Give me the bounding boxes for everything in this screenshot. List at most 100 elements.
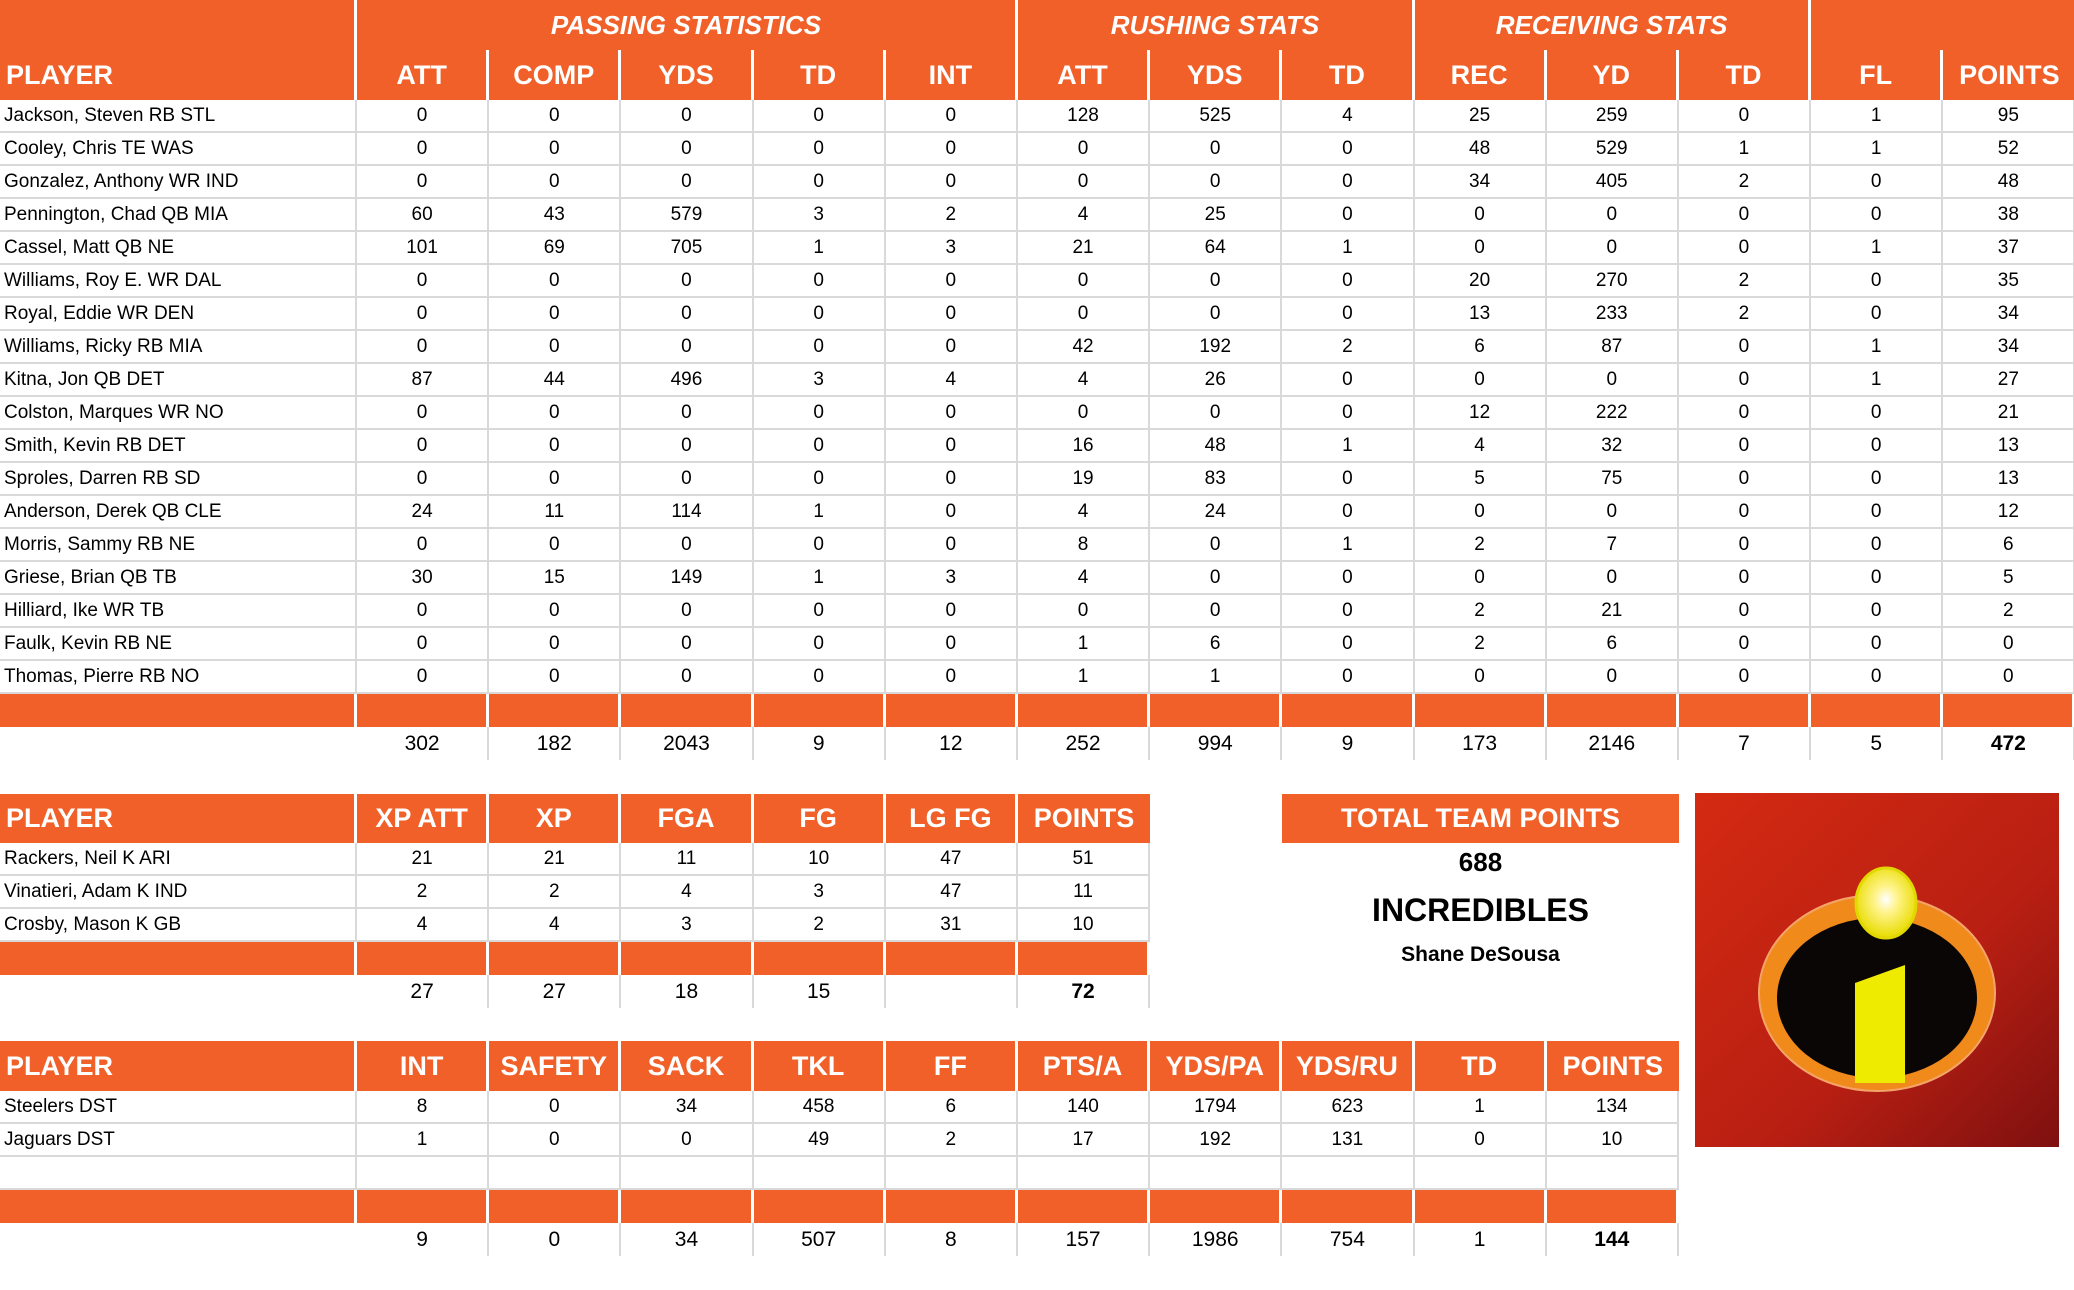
stat-cell: 0 <box>1678 430 1812 463</box>
column-header: PLAYER <box>0 794 357 843</box>
stat-cell: 0 <box>1282 265 1415 298</box>
stat-cell: 131 <box>1282 1124 1415 1157</box>
stat-cell: 0 <box>357 628 490 661</box>
stat-cell: 42 <box>1017 331 1151 364</box>
stat-cell: 0 <box>621 298 754 331</box>
stat-cell: 2 <box>753 909 886 942</box>
stat-cell: 0 <box>489 1124 622 1157</box>
stat-cell: 101 <box>357 232 490 265</box>
stat-cell: 48 <box>1414 133 1547 166</box>
separator-cell <box>0 694 357 727</box>
stat-cell: 1 <box>1150 661 1283 694</box>
stat-cell: 0 <box>1150 397 1283 430</box>
player-name: Morris, Sammy RB NE <box>0 529 357 562</box>
total-cell: 9 <box>754 727 886 760</box>
stat-cell: 24 <box>357 496 490 529</box>
stat-cell: 0 <box>885 496 1018 529</box>
stat-cell: 0 <box>1414 1124 1547 1157</box>
table-row: Pennington, Chad QB MIA 60 43 579 3 2 4 25 0 0 0 0 0… <box>0 199 2074 232</box>
player-name: Griese, Brian QB TB <box>0 562 357 595</box>
column-header: POINTS <box>1017 794 1151 843</box>
stat-cell: 15 <box>489 562 622 595</box>
player-name: Hilliard, Ike WR TB <box>0 595 357 628</box>
stat-cell: 1 <box>1811 331 1944 364</box>
stat-cell: 0 <box>1017 397 1151 430</box>
team-owner: Shane DeSousa <box>1401 943 1560 966</box>
table-row: Morris, Sammy RB NE 0 0 0 0 0 8 0 1 2 7 0 0 6 <box>0 529 2074 562</box>
total-cell: 1986 <box>1150 1223 1283 1256</box>
stat-cell: 0 <box>489 430 622 463</box>
stat-cell: 21 <box>1943 397 2074 430</box>
stat-cell: 8 <box>1017 529 1151 562</box>
stat-cell: 0 <box>1017 133 1151 166</box>
stat-cell: 0 <box>1282 166 1415 199</box>
stat-cell: 1 <box>1282 430 1415 463</box>
stat-cell: 114 <box>621 496 754 529</box>
stat-cell: 140 <box>1017 1091 1151 1124</box>
stat-cell: 0 <box>1546 232 1679 265</box>
stat-cell: 1 <box>1811 232 1944 265</box>
stat-cell: 1 <box>1017 661 1151 694</box>
column-header: FG <box>753 794 886 843</box>
total-team-points-header: TOTAL TEAM POINTS <box>1282 794 1679 843</box>
stat-cell: 3 <box>621 909 754 942</box>
total-cell: 2146 <box>1547 727 1679 760</box>
stat-cell: 0 <box>885 133 1018 166</box>
stat-cell: 0 <box>1811 199 1944 232</box>
stat-cell: 48 <box>1943 166 2074 199</box>
stat-cell: 0 <box>753 628 886 661</box>
stat-cell: 496 <box>621 364 754 397</box>
column-header: TD <box>753 50 886 100</box>
separator-cell <box>489 694 622 727</box>
total-cell: 34 <box>621 1223 754 1256</box>
separator-cell <box>0 1190 357 1223</box>
stat-cell: 34 <box>1943 331 2074 364</box>
stat-cell: 11 <box>1017 876 1151 909</box>
player-name: Jaguars DST <box>0 1124 357 1157</box>
stat-cell: 0 <box>1546 496 1679 529</box>
column-header: SACK <box>621 1041 754 1091</box>
stat-cell: 4 <box>489 909 622 942</box>
table-row: Vinatieri, Adam K IND 2 2 4 3 47 11 <box>0 876 1151 909</box>
total-cell: 12 <box>886 727 1018 760</box>
separator-bar <box>0 694 2074 727</box>
stat-cell: 134 <box>1546 1091 1679 1124</box>
column-header: TKL <box>753 1041 886 1091</box>
stat-cell: 0 <box>1811 397 1944 430</box>
stat-cell: 16 <box>1017 430 1151 463</box>
separator-cell <box>753 694 886 727</box>
stat-cell: 0 <box>1811 463 1944 496</box>
stat-cell: 32 <box>1546 430 1679 463</box>
separator-cell <box>489 1190 622 1223</box>
column-header: YDS/RU <box>1282 1041 1415 1091</box>
table-row: Thomas, Pierre RB NO 0 0 0 0 0 1 1 0 0 0 0 0 0 <box>0 661 2074 694</box>
stat-cell: 0 <box>1414 496 1547 529</box>
stat-cell: 0 <box>753 298 886 331</box>
stat-cell: 0 <box>1678 232 1812 265</box>
totals-group-header <box>1811 0 2074 50</box>
player-name: Thomas, Pierre RB NO <box>0 661 357 694</box>
stat-cell: 1794 <box>1150 1091 1283 1124</box>
table-row: Rackers, Neil K ARI 21 21 11 10 47 51 <box>0 843 1151 876</box>
stat-cell: 0 <box>357 133 490 166</box>
stat-cell: 2 <box>885 1124 1018 1157</box>
stat-cell: 0 <box>621 430 754 463</box>
stat-cell: 0 <box>621 529 754 562</box>
stat-cell: 0 <box>1414 199 1547 232</box>
stat-cell: 0 <box>1943 661 2074 694</box>
stat-cell: 0 <box>1811 562 1944 595</box>
stat-cell <box>357 1157 490 1190</box>
total-cell: 994 <box>1150 727 1283 760</box>
stat-cell: 0 <box>1282 496 1415 529</box>
stat-cell: 6 <box>1150 628 1283 661</box>
stat-cell: 21 <box>1546 595 1679 628</box>
stat-cell: 0 <box>1811 595 1944 628</box>
player-name: Crosby, Mason K GB <box>0 909 357 942</box>
stat-cell: 0 <box>885 331 1018 364</box>
separator-cell <box>1282 1190 1415 1223</box>
stat-cell: 5 <box>1414 463 1547 496</box>
stat-cell: 0 <box>1811 166 1944 199</box>
stat-cell: 2 <box>489 876 622 909</box>
stat-cell: 579 <box>621 199 754 232</box>
kicker-column-headers: PLAYER XP ATT XP FGA FG LG FG POINTS <box>0 794 1151 843</box>
